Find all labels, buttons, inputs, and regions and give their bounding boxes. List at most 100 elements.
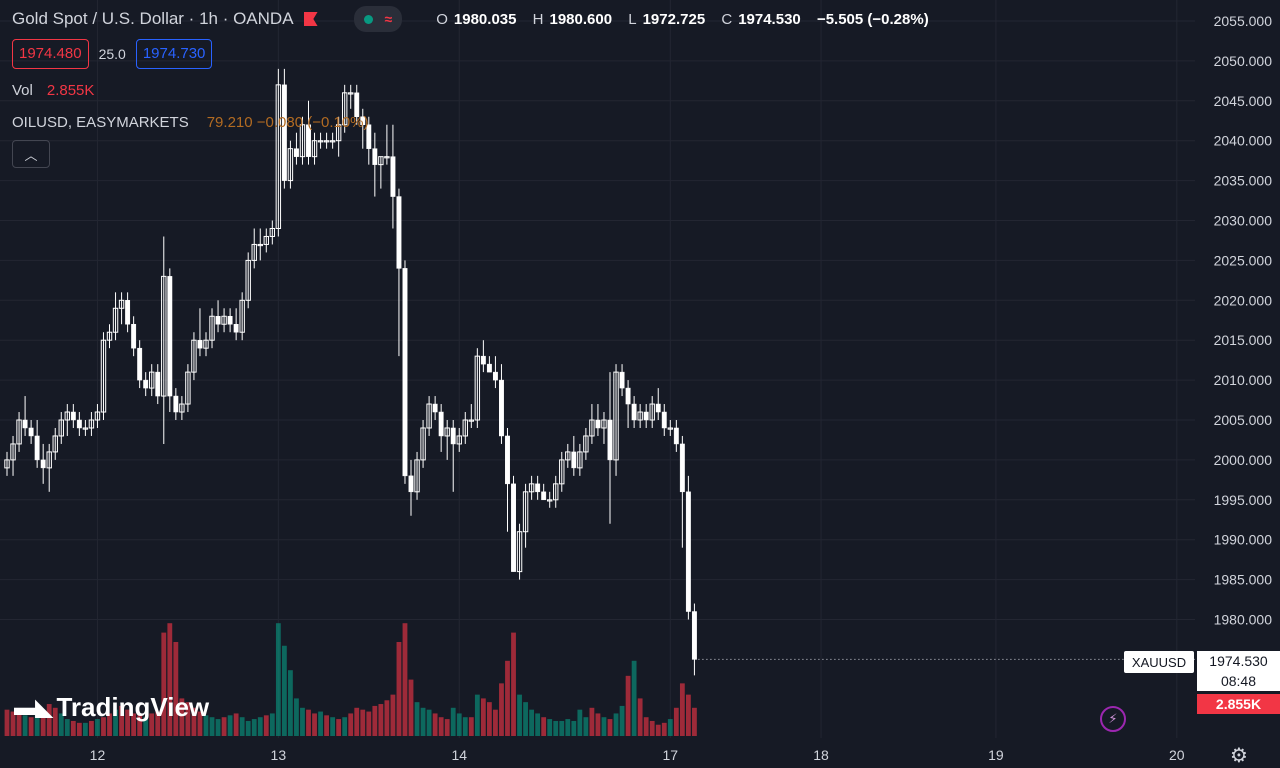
bolt-icon[interactable]: ⚡ — [1100, 706, 1126, 732]
candle — [625, 380, 631, 428]
candle-body — [468, 419, 475, 422]
chevron-up-icon: ︿ — [24, 147, 38, 163]
volume-bar — [70, 720, 76, 736]
candle — [432, 396, 438, 420]
y-tick-label: 2040.000 — [1214, 133, 1273, 149]
candle-body — [131, 323, 137, 349]
volume-bar — [143, 717, 149, 736]
candle — [215, 300, 221, 333]
volume-bar — [16, 713, 22, 736]
candle — [643, 404, 649, 428]
candle — [661, 404, 667, 436]
collapse-legend-button[interactable]: ︿ — [12, 140, 50, 168]
candle — [535, 475, 541, 500]
volume-bar — [414, 702, 420, 736]
candle-body — [106, 331, 113, 341]
volume-bar — [119, 705, 124, 736]
symbol-price-label: XAUUSD — [1124, 651, 1194, 673]
candle-body — [287, 148, 294, 182]
volume-bar — [637, 698, 643, 736]
volume-bar — [161, 632, 167, 736]
sell-button[interactable]: 1974.480 — [12, 39, 89, 69]
volume-bar — [535, 713, 541, 736]
time-axis[interactable]: 12 13 14 17 18 19 20 — [90, 747, 1185, 763]
candle-body — [462, 419, 468, 437]
symbol-legend[interactable]: Gold Spot / U.S. Dollar · 1h · OANDA ≈ O… — [12, 6, 935, 32]
candle — [456, 427, 462, 452]
candle-body — [414, 459, 420, 493]
candle-body — [499, 379, 504, 437]
candle — [685, 475, 691, 620]
candle-body — [613, 371, 619, 461]
candle-body — [118, 299, 125, 309]
volume-bar — [565, 719, 571, 736]
candle-body — [185, 371, 191, 405]
x-tick-label: 13 — [271, 747, 287, 763]
candle — [4, 451, 10, 476]
candle-body — [149, 371, 155, 389]
candle-body — [559, 459, 565, 485]
low-value: 1972.725 — [642, 10, 706, 28]
y-tick-label: 2015.000 — [1214, 332, 1273, 348]
candle — [559, 451, 565, 492]
candle — [209, 308, 215, 349]
candle-body — [390, 156, 396, 197]
volume-bar — [131, 713, 137, 736]
market-status[interactable]: ≈ — [353, 6, 403, 32]
volume-bar — [438, 717, 444, 736]
candle-body — [137, 347, 143, 381]
candle — [323, 132, 330, 149]
symbol-title[interactable]: Gold Spot / U.S. Dollar · 1h · OANDA — [12, 9, 294, 28]
candle-body — [378, 156, 384, 166]
volume-bar — [239, 717, 245, 736]
dot-icon — [363, 14, 373, 24]
candle-body — [269, 227, 276, 237]
compare-legend[interactable]: OILUSD, EASYMARKETS 79.210 −0.080 (−0.10… — [12, 114, 369, 131]
candle-body — [293, 148, 299, 157]
volume-bar — [685, 694, 691, 736]
candle-body — [655, 403, 661, 413]
candle — [221, 308, 227, 333]
volume-bar — [185, 702, 191, 736]
candle — [468, 404, 475, 428]
candle-body — [679, 443, 685, 493]
candle — [52, 427, 58, 460]
candle-body — [323, 140, 330, 143]
volume-bar — [384, 700, 390, 736]
candle — [396, 188, 402, 357]
candle-body — [70, 411, 76, 421]
candle-body — [667, 427, 673, 430]
candle — [691, 603, 697, 676]
volume-legend[interactable]: Vol 2.855K — [12, 82, 94, 99]
tradingview-logo[interactable]: ▬◣ TradingView — [14, 692, 209, 723]
candle — [474, 348, 481, 428]
buy-button[interactable]: 1974.730 — [135, 39, 213, 69]
candle — [571, 435, 577, 476]
volume-bar — [360, 709, 366, 736]
price-axis[interactable]: 2055.000 2050.000 2045.000 2040.000 2035.000… — [1214, 13, 1273, 628]
candle — [16, 412, 22, 452]
volume-bar — [577, 709, 583, 736]
gear-icon[interactable]: ⚙ — [1230, 745, 1248, 767]
candle — [10, 435, 16, 476]
volume-bar — [523, 702, 528, 736]
candle — [335, 116, 342, 157]
flag-icon[interactable] — [303, 12, 318, 26]
y-tick-label: 2025.000 — [1214, 252, 1273, 268]
candle-body — [251, 243, 257, 261]
open-label: O — [436, 10, 448, 28]
candle-body — [553, 483, 559, 501]
volume-bar — [517, 694, 522, 736]
candle-body — [46, 451, 52, 469]
candle — [88, 412, 95, 436]
candle-body — [492, 371, 498, 381]
volume-bar — [499, 683, 504, 736]
x-tick-label: 14 — [451, 747, 467, 763]
candle-body — [227, 316, 233, 325]
candle-body — [480, 355, 486, 365]
volume-bar — [432, 713, 438, 736]
candle — [613, 364, 619, 476]
candle-body — [649, 403, 655, 421]
last-volume-tag: 2.855K — [1197, 694, 1280, 714]
